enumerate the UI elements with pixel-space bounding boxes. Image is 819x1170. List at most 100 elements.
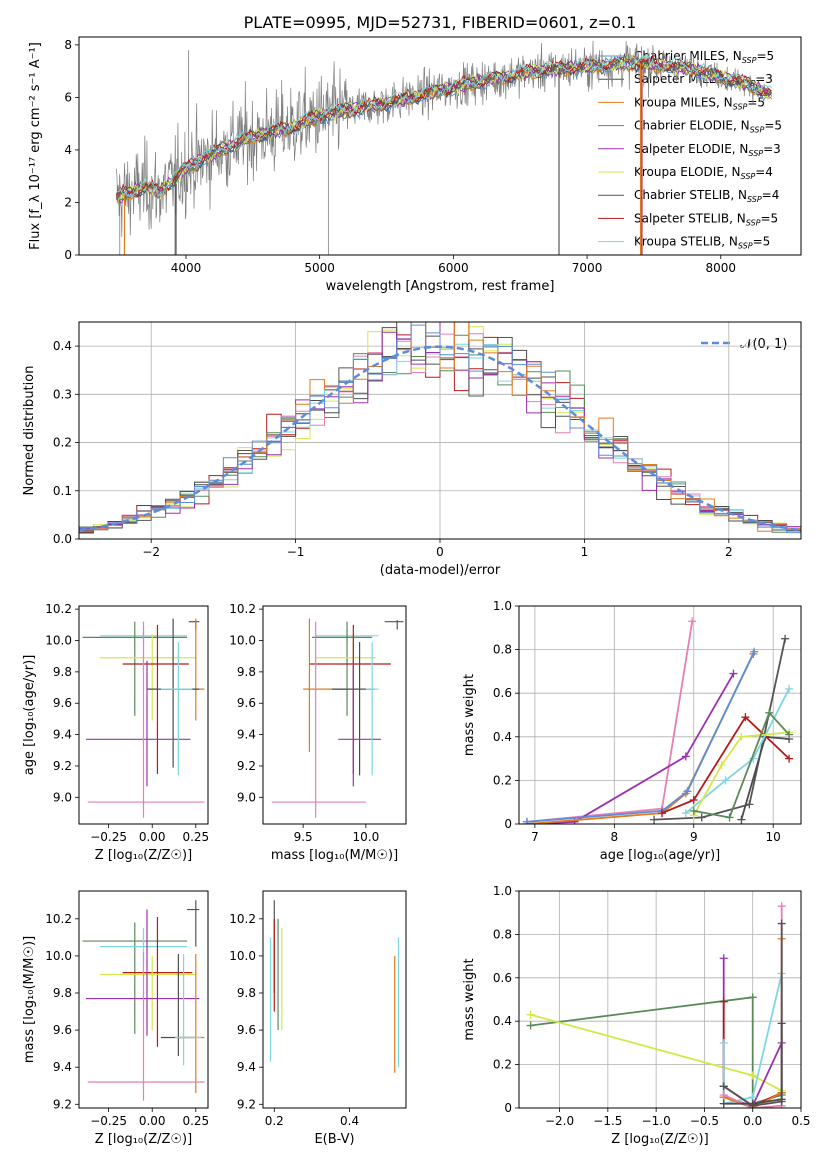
weight-series-line (661, 715, 790, 814)
legend-name: Chabrier STELIB, N (634, 188, 747, 202)
x-tick-label: 9.5 (294, 830, 313, 844)
errorbar-point (384, 620, 404, 630)
legend-nssp: =5 (753, 235, 771, 249)
age_vs_mass-axes: 9.5 10.0 9.0 9.2 9.4 9.6 9.8 10.0 10.2 mass [log₁… (229, 602, 398, 863)
errorbar-point (85, 660, 191, 787)
y-axis-label: age [log₁₀(age/yr)] (22, 655, 37, 776)
x-axis-label: Z [log₁₀(Z/Z☉)] (95, 848, 192, 863)
x-tick-label: 5000 (304, 261, 335, 275)
x-tick-label: 10 (766, 830, 781, 844)
legend-entry: Chabrier STELIB, NSSP=4 (634, 188, 779, 204)
y-axis-label: Normed distribution (22, 366, 37, 496)
legend-subscript: SSP (733, 102, 748, 111)
x-tick-label: −1.5 (593, 1114, 622, 1128)
x-tick-label: 4000 (171, 261, 202, 275)
legend-name: Kroupa MILES, N (634, 95, 733, 109)
weight-marker (719, 1099, 728, 1108)
residuals-frame (78, 321, 802, 540)
y-tick-label: 0.6 (493, 971, 512, 985)
weight_vs_age-axes: 7 8 9 10 0 0.2 0.4 0.6 0.8 1.0 age [log₁₀(age/yr)]… (462, 599, 801, 863)
y-tick-label: 0.2 (493, 1058, 512, 1072)
y-tick-label: 9.0 (237, 790, 256, 804)
weight-marker (777, 919, 786, 928)
legend-entry: Kroupa MILES, NSSP=5 (634, 95, 765, 111)
x-tick-label: 8000 (706, 261, 737, 275)
x-axis-label: wavelength [Angstrom, rest frame] (326, 279, 555, 294)
y-tick-label: 9.6 (53, 1023, 72, 1037)
weight-marker (719, 954, 728, 963)
weight-marker (526, 1010, 535, 1019)
errorbar-point (160, 642, 193, 776)
y-tick-label: 0.2 (53, 436, 72, 450)
y-tick-label: 9.2 (53, 1097, 72, 1111)
age_vs_mass-plot-area (271, 618, 404, 818)
weight-marker (719, 997, 728, 1006)
spectrum-axes: 4000 5000 6000 7000 8000 0 2 4 6 8 wavelength [Ang… (28, 38, 736, 294)
y-tick-label: 0 (64, 248, 72, 262)
legend-name: Kroupa ELODIE, N (634, 165, 741, 179)
weight-marker (741, 713, 750, 722)
y-tick-label: 10.0 (45, 634, 72, 648)
x-tick-label: −2.0 (545, 1114, 574, 1128)
x-tick-label: 0.00 (139, 830, 166, 844)
errorbar-point (365, 642, 379, 776)
weight-marker (681, 752, 690, 761)
errorbar-point (338, 660, 381, 787)
weight-series-line (526, 653, 755, 824)
y-tick-label: 0.4 (493, 730, 512, 744)
errorbar-point (309, 624, 391, 774)
y-tick-label: 10.2 (229, 602, 256, 616)
y-tick-label: 10.0 (229, 949, 256, 963)
weight-marker (785, 754, 794, 763)
weight-marker (717, 761, 726, 770)
y-tick-label: 9.0 (53, 790, 72, 804)
legend-name: Chabrier MILES, N (634, 49, 742, 63)
legend-name: Kroupa STELIB, N (634, 235, 738, 249)
y-tick-label: 9.6 (53, 696, 72, 710)
weight-marker (657, 809, 666, 818)
weight-marker (737, 815, 746, 824)
x-tick-label: 7 (531, 830, 539, 844)
model-line (116, 54, 772, 204)
errorbar-point (122, 916, 193, 1047)
y-tick-label: 0.4 (493, 1014, 512, 1028)
errorbar-point (303, 618, 348, 752)
weight-series-line (685, 688, 790, 814)
weight-marker (683, 787, 692, 796)
weight-marker (725, 813, 734, 822)
errorbar-point (82, 621, 188, 716)
x-tick-label: 0.25 (182, 1114, 209, 1128)
y-tick-label: 9.2 (237, 1097, 256, 1111)
weight_vs_age-plot-area (522, 617, 794, 824)
x-tick-label: 7000 (572, 261, 603, 275)
y-tick-label: 0.6 (493, 686, 512, 700)
y-tick-label: 0 (504, 817, 512, 831)
weight_vs_Z-plot-area (526, 902, 786, 1108)
residual-histogram (79, 324, 801, 539)
age_vs_Z-frame (78, 605, 209, 825)
y-tick-label: 0.8 (493, 643, 512, 657)
weight-series-line (526, 673, 735, 824)
legend-name: Salpeter STELIB, N (634, 211, 746, 225)
y-tick-label: 9.6 (237, 1023, 256, 1037)
normal-reference-curve (79, 345, 801, 532)
weight-marker (570, 817, 579, 824)
legend-nssp: =5 (764, 119, 782, 133)
legend-subscript: SSP (738, 242, 753, 251)
y-tick-label: 10.0 (229, 634, 256, 648)
y-tick-label: 9.6 (237, 696, 256, 710)
legend-nssp: =5 (756, 49, 774, 63)
weight-marker (689, 806, 698, 815)
errorbar-point (174, 954, 202, 1066)
errorbar-point (315, 634, 376, 721)
legend-nssp: =5 (747, 95, 765, 109)
weight-series-line (526, 651, 755, 823)
x-tick-label: 0.2 (265, 1114, 284, 1128)
y-tick-label: 2 (64, 195, 72, 209)
legend-name: Salpeter ELODIE, N (634, 142, 748, 156)
legend-nssp: =4 (762, 188, 780, 202)
errorbar-point (82, 922, 188, 1034)
y-tick-label: 9.4 (53, 728, 72, 742)
weight_vs_Z-axes: −2.0 −1.5 −1.0 −0.5 0.0 0.5 0 0.2 0.4 0.6 0.8 1.0 Z … (462, 884, 811, 1147)
legend-nssp: =5 (760, 211, 778, 225)
